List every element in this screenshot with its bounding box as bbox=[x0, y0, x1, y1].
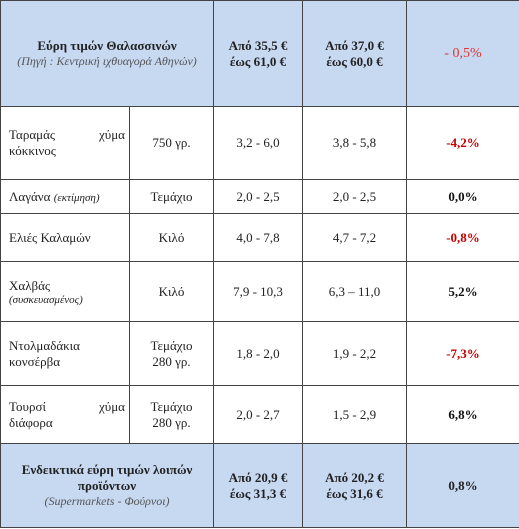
header-change: - 0,5% bbox=[406, 0, 519, 107]
range1-cell: 1,8 - 2,0 bbox=[213, 321, 304, 386]
footer-title: Ενδεικτικά εύρη τιμών λοιπών προϊόντων bbox=[21, 462, 193, 493]
range1-cell: 2,0 - 2,7 bbox=[213, 385, 304, 444]
footer-range2-from: Από 20,2 € bbox=[325, 469, 384, 485]
footer-change-value: 0,8% bbox=[448, 477, 478, 493]
range2-cell: 2,0 - 2,5 bbox=[302, 179, 408, 214]
product-unit: Τεμάχιο 280 γρ. bbox=[128, 385, 215, 444]
range1-cell: 3,2 - 6,0 bbox=[213, 106, 304, 180]
product-name-part: Ντολμαδάκια bbox=[9, 337, 80, 353]
product-name: Ταραμάς χύμα κόκκινος bbox=[0, 106, 130, 180]
header-change-value: - 0,5% bbox=[444, 46, 482, 61]
product-unit: Τεμάχιο 280 γρ. bbox=[128, 321, 215, 386]
header-range1-from: Από 35,5 € bbox=[228, 37, 288, 53]
change-cell: -0,8% bbox=[406, 213, 519, 262]
footer-range1: Από 20,9 € έως 31,3 € bbox=[213, 443, 304, 528]
header-range1: Από 35,5 € έως 61,0 € bbox=[213, 0, 304, 107]
footer-change: 0,8% bbox=[406, 443, 519, 528]
header-range2: Από 37,0 € έως 60,0 € bbox=[302, 0, 408, 107]
table-row: Ελιές Καλαμών Κιλό 4,0 - 7,8 4,7 - 7,2 -… bbox=[0, 213, 519, 262]
product-name-part: Χαλβάς bbox=[9, 277, 51, 293]
header-range1-to: έως 61,0 € bbox=[229, 53, 287, 69]
header-title: Εύρη τιμών Θαλασσινών bbox=[37, 38, 177, 53]
range2-cell: 1,5 - 2,9 bbox=[302, 385, 408, 444]
footer-title-cell: Ενδεικτικά εύρη τιμών λοιπών προϊόντων (… bbox=[0, 443, 215, 528]
footer-range2: Από 20,2 € έως 31,6 € bbox=[302, 443, 408, 528]
header-range2-to: έως 60,0 € bbox=[326, 53, 383, 69]
product-unit-line: 280 γρ. bbox=[152, 353, 191, 369]
product-name: Τουρσί χύμα διάφορα bbox=[0, 385, 130, 444]
range2-cell: 4,7 - 7,2 bbox=[302, 213, 408, 262]
product-name-note: (συσκευασμένος) bbox=[9, 293, 83, 306]
product-unit: Κιλό bbox=[128, 261, 215, 322]
range1-cell: 7,9 - 10,3 bbox=[213, 261, 304, 322]
product-name-part: Λαγάνα bbox=[9, 188, 51, 204]
header-row: Εύρη τιμών Θαλασσινών (Πηγή : Κεντρική ι… bbox=[0, 0, 519, 107]
change-cell: -4,2% bbox=[406, 106, 519, 180]
header-source: (Πηγή : Κεντρική ιχθυαγορά Αθηνών) bbox=[17, 54, 197, 68]
table-row: Χαλβάς (συσκευασμένος) Κιλό 7,9 - 10,3 6… bbox=[0, 261, 519, 322]
product-name-part: Ταραμάς bbox=[9, 127, 56, 142]
change-cell: 6,8% bbox=[406, 385, 519, 444]
product-name: Ελιές Καλαμών bbox=[0, 213, 130, 262]
product-name: Λαγάνα (εκτίμηση) bbox=[0, 179, 130, 214]
header-range2-from: Από 37,0 € bbox=[325, 37, 384, 53]
range1-cell: 4,0 - 7,8 bbox=[213, 213, 304, 262]
footer-row: Ενδεικτικά εύρη τιμών λοιπών προϊόντων (… bbox=[0, 443, 519, 528]
product-unit-line: Τεμάχιο bbox=[150, 398, 193, 414]
change-cell: -7,3% bbox=[406, 321, 519, 386]
product-unit: Τεμάχιο bbox=[128, 179, 215, 214]
product-unit: Κιλό bbox=[128, 213, 215, 262]
table-row: Ταραμάς χύμα κόκκινος 750 γρ. 3,2 - 6,0 … bbox=[0, 106, 519, 180]
footer-range1-from: Από 20,9 € bbox=[228, 469, 288, 485]
product-name-part: κονσέρβα bbox=[9, 353, 61, 369]
footer-range1-to: έως 31,3 € bbox=[229, 485, 287, 501]
header-title-cell: Εύρη τιμών Θαλασσινών (Πηγή : Κεντρική ι… bbox=[0, 0, 215, 107]
footer-range2-to: έως 31,6 € bbox=[326, 485, 383, 501]
product-unit: 750 γρ. bbox=[128, 106, 215, 180]
range2-cell: 6,3 – 11,0 bbox=[302, 261, 408, 322]
range2-cell: 3,8 - 5,8 bbox=[302, 106, 408, 180]
product-name: Χαλβάς (συσκευασμένος) bbox=[0, 261, 130, 322]
product-name-part: διάφορα bbox=[9, 414, 53, 430]
product-name-part: κόκκινος bbox=[9, 143, 56, 158]
product-unit-line: Τεμάχιο bbox=[150, 337, 193, 353]
product-name-note: (εκτίμηση) bbox=[53, 191, 100, 204]
table-row: Λαγάνα (εκτίμηση) Τεμάχιο 2,0 - 2,5 2,0 … bbox=[0, 179, 519, 214]
range1-cell: 2,0 - 2,5 bbox=[213, 179, 304, 214]
table-row: Ντολμαδάκια κονσέρβα Τεμάχιο 280 γρ. 1,8… bbox=[0, 321, 519, 386]
product-name-part: Τουρσί bbox=[9, 398, 46, 414]
change-cell: 5,2% bbox=[406, 261, 519, 322]
product-unit-line: 280 γρ. bbox=[152, 414, 191, 430]
table-row: Τουρσί χύμα διάφορα Τεμάχιο 280 γρ. 2,0 … bbox=[0, 385, 519, 444]
range2-cell: 1,9 - 2,2 bbox=[302, 321, 408, 386]
change-cell: 0,0% bbox=[406, 179, 519, 214]
product-name-part: χύμα bbox=[99, 127, 125, 142]
product-name: Ντολμαδάκια κονσέρβα bbox=[0, 321, 130, 386]
product-name-part: χύμα bbox=[99, 398, 125, 414]
footer-source: (Supermarkets - Φούρνοι) bbox=[44, 494, 170, 508]
